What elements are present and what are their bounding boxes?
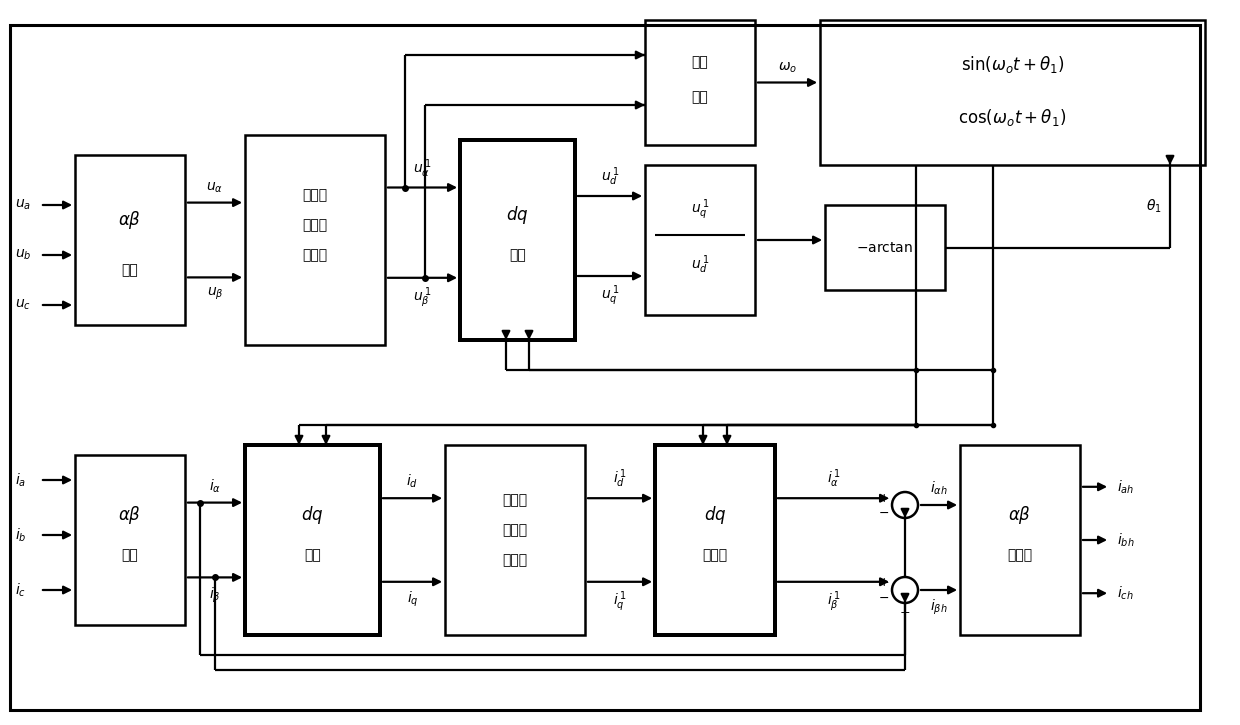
Text: $-$: $-$ xyxy=(878,505,889,518)
Text: $i_{ah}$: $i_{ah}$ xyxy=(1117,478,1135,495)
Text: $u_\beta^{\,1}$: $u_\beta^{\,1}$ xyxy=(413,286,432,310)
Text: $dq$: $dq$ xyxy=(506,204,528,226)
Text: +: + xyxy=(878,576,889,589)
Text: $i_\alpha^{\,1}$: $i_\alpha^{\,1}$ xyxy=(827,468,841,490)
Text: 变换: 变换 xyxy=(122,264,139,278)
Text: $i_b$: $i_b$ xyxy=(15,526,26,544)
Text: 获取: 获取 xyxy=(692,91,708,104)
Bar xyxy=(74,155,185,325)
Text: $i_q$: $i_q$ xyxy=(407,590,418,609)
Text: $i_a$: $i_a$ xyxy=(15,471,26,489)
Text: $i_c$: $i_c$ xyxy=(15,581,26,599)
Text: 量分离: 量分离 xyxy=(303,248,327,262)
Text: $\alpha\beta$: $\alpha\beta$ xyxy=(119,504,141,526)
Text: $i_\beta$: $i_\beta$ xyxy=(210,585,221,605)
Text: 谐波分: 谐波分 xyxy=(502,523,527,537)
Text: 频率: 频率 xyxy=(692,56,708,70)
Bar xyxy=(74,455,185,625)
Text: $i_d^{\,1}$: $i_d^{\,1}$ xyxy=(613,468,627,490)
Text: 量分离: 量分离 xyxy=(502,553,527,567)
Text: $i_\alpha$: $i_\alpha$ xyxy=(208,477,221,494)
Text: 反变换: 反变换 xyxy=(1007,548,1033,562)
Text: $i_{\beta h}$: $i_{\beta h}$ xyxy=(930,598,947,617)
Bar xyxy=(246,445,379,635)
Text: $dq$: $dq$ xyxy=(301,504,324,526)
Text: $u_\alpha$: $u_\alpha$ xyxy=(206,181,223,194)
Text: $u_\beta$: $u_\beta$ xyxy=(207,286,223,302)
Text: $u_c$: $u_c$ xyxy=(15,298,31,312)
Text: +: + xyxy=(900,606,910,619)
Text: $i_d$: $i_d$ xyxy=(407,473,419,490)
Bar xyxy=(460,140,575,340)
Text: 变换: 变换 xyxy=(304,548,321,562)
Text: 基波与: 基波与 xyxy=(303,188,327,202)
Bar xyxy=(246,135,384,345)
Text: 变换: 变换 xyxy=(510,248,526,262)
Text: $u_b$: $u_b$ xyxy=(15,248,31,262)
Text: $u_\alpha^{\,1}$: $u_\alpha^{\,1}$ xyxy=(413,157,432,180)
Text: $u_q^{\,1}$: $u_q^{\,1}$ xyxy=(691,198,709,223)
Text: $\cos(\omega_o t+\theta_1)$: $\cos(\omega_o t+\theta_1)$ xyxy=(959,107,1066,128)
Text: $i_{\alpha h}$: $i_{\alpha h}$ xyxy=(930,480,947,497)
Text: $i_q^{\,1}$: $i_q^{\,1}$ xyxy=(613,590,627,614)
Text: 基波与: 基波与 xyxy=(502,493,527,507)
Text: $u_a$: $u_a$ xyxy=(15,198,31,212)
Text: $-\arctan$: $-\arctan$ xyxy=(857,241,914,254)
Bar xyxy=(960,445,1080,635)
Circle shape xyxy=(892,577,918,603)
Circle shape xyxy=(892,492,918,518)
Bar xyxy=(825,205,945,290)
Text: +: + xyxy=(878,492,889,505)
Bar xyxy=(645,20,755,145)
Text: $\sin(\omega_o t+\theta_1)$: $\sin(\omega_o t+\theta_1)$ xyxy=(961,54,1064,75)
Bar xyxy=(645,165,755,315)
Text: $u_d^{\,1}$: $u_d^{\,1}$ xyxy=(691,254,709,276)
Text: $i_{bh}$: $i_{bh}$ xyxy=(1117,531,1135,549)
Text: $i_{ch}$: $i_{ch}$ xyxy=(1117,584,1133,602)
Text: $u_d^{\,1}$: $u_d^{\,1}$ xyxy=(601,165,619,188)
Text: $u_q^{\,1}$: $u_q^{\,1}$ xyxy=(601,284,619,309)
Text: $\omega_o$: $\omega_o$ xyxy=(777,60,797,75)
Text: $dq$: $dq$ xyxy=(704,504,727,526)
Text: 变换: 变换 xyxy=(122,548,139,562)
Bar xyxy=(820,20,1205,165)
Text: 反变换: 反变换 xyxy=(702,548,728,562)
Bar xyxy=(655,445,775,635)
Text: 谐波分: 谐波分 xyxy=(303,218,327,232)
Bar xyxy=(445,445,585,635)
Text: $\alpha\beta$: $\alpha\beta$ xyxy=(119,209,141,231)
Text: $\alpha\beta$: $\alpha\beta$ xyxy=(1008,504,1032,526)
Text: $i_\beta^{\,1}$: $i_\beta^{\,1}$ xyxy=(827,590,841,614)
Text: $\theta_1$: $\theta_1$ xyxy=(1146,197,1162,215)
Text: $-$: $-$ xyxy=(878,590,889,603)
